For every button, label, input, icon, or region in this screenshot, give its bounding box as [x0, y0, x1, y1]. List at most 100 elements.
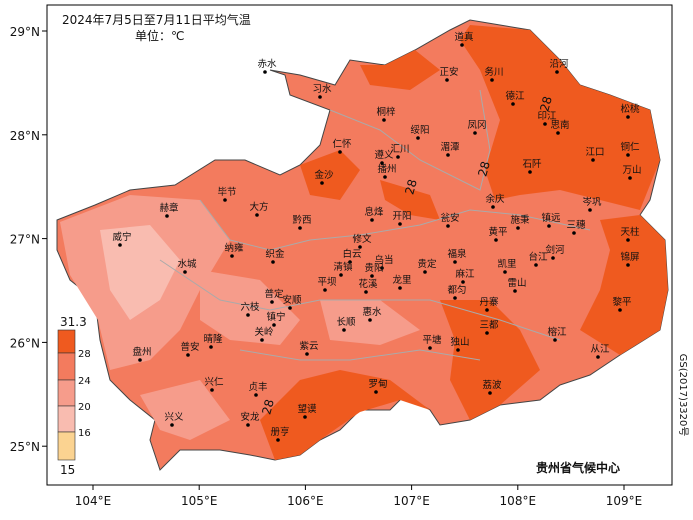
lat-tick-label: 25°N: [10, 440, 40, 454]
lat-tick-label: 29°N: [10, 25, 40, 39]
city-dot: [303, 415, 307, 419]
legend-swatch: [57, 405, 76, 433]
city-label: 长顺: [336, 316, 356, 328]
city-label: 印江: [537, 110, 557, 122]
city-label: 福泉: [447, 248, 467, 260]
city-dot: [374, 390, 378, 394]
map-number: GS(2017)3320号: [677, 354, 689, 437]
city-dot: [246, 313, 250, 317]
city-dot: [488, 391, 492, 395]
city-label: 万山: [622, 165, 641, 176]
city-label: 仁怀: [332, 138, 352, 150]
city-label: 威宁: [112, 231, 131, 243]
city-dot: [511, 102, 515, 106]
city-dot: [209, 345, 213, 349]
city-dot: [383, 175, 387, 179]
unit: 单位：℃: [135, 28, 184, 43]
city-label: 赫章: [159, 202, 179, 214]
city-dot: [596, 355, 600, 359]
city-label: 镇宁: [266, 311, 285, 323]
city-dot: [263, 70, 267, 74]
city-label: 湄潭: [440, 141, 460, 153]
city-label: 大方: [249, 201, 268, 213]
city-label: 黄平: [488, 226, 508, 238]
credit: 贵州省气候中心: [536, 460, 620, 475]
land: [56, 19, 669, 471]
city-dot: [358, 245, 362, 249]
city-label: 台江: [528, 251, 548, 263]
city-dot: [626, 115, 630, 119]
city-dot: [271, 260, 275, 264]
city-dot: [276, 438, 280, 442]
city-label: 息烽: [364, 206, 384, 218]
city-dot: [485, 308, 489, 312]
city-dot: [551, 256, 555, 260]
city-label: 赤水: [257, 58, 277, 70]
city-label: 天柱: [620, 226, 640, 238]
county-boundary: [239, 349, 481, 361]
city-dot: [260, 338, 264, 342]
city-label: 晴隆: [203, 333, 223, 345]
city-label: 黎平: [612, 296, 632, 308]
city-dot: [626, 238, 630, 242]
city-label: 白云: [342, 248, 361, 260]
city-dot: [461, 280, 465, 284]
city-label: 凯里: [497, 258, 516, 270]
map-title: 2024年7月5日至7月11日平均气温: [62, 12, 251, 27]
temperature-zone: [260, 370, 430, 460]
temperature-zone: [300, 150, 360, 200]
legend-break: 24: [78, 376, 91, 387]
city-label: 思南: [550, 119, 569, 131]
city-label: 汇川: [390, 144, 409, 155]
city-dot: [473, 131, 477, 135]
city-label: 石阡: [522, 159, 542, 170]
lon-tick-label: 108°E: [500, 494, 537, 508]
city-dot: [626, 153, 630, 157]
city-label: 金沙: [314, 169, 334, 181]
city-label: 锦屏: [620, 251, 639, 263]
city-dot: [186, 353, 190, 357]
city-dot: [339, 273, 343, 277]
city-dot: [423, 270, 427, 274]
legend-break: 20: [78, 402, 91, 413]
city-label: 江口: [585, 147, 604, 158]
city-label: 都匀: [447, 284, 466, 296]
city-dot: [628, 176, 632, 180]
city-label: 施秉: [510, 214, 530, 226]
city-label: 雷山: [507, 278, 526, 289]
legend-break: 28: [78, 349, 91, 360]
city-dot: [382, 118, 386, 122]
city-label: 沿河: [549, 58, 569, 70]
city-dot: [491, 205, 495, 209]
city-dot: [342, 328, 346, 332]
city-dot: [618, 308, 622, 312]
city-dot: [320, 181, 324, 185]
city-label: 平坝: [317, 277, 337, 288]
city-dot: [485, 331, 489, 335]
city-dot: [553, 338, 557, 342]
city-dot: [364, 290, 368, 294]
lon-tick-label: 107°E: [393, 494, 430, 508]
lat-tick-label: 26°N: [10, 336, 40, 350]
city-label: 黔西: [292, 214, 311, 226]
city-dot: [446, 153, 450, 157]
city-dot: [446, 224, 450, 228]
city-label: 罗甸: [368, 378, 387, 390]
city-label: 兴仁: [204, 376, 224, 388]
city-dot: [591, 158, 595, 162]
city-dot: [138, 358, 142, 362]
lat-tick-label: 28°N: [10, 129, 40, 143]
legend-break: 16: [78, 428, 91, 439]
city-label: 安龙: [240, 411, 260, 423]
contour-label: 28: [402, 178, 419, 196]
city-dot: [503, 270, 507, 274]
city-dot: [118, 243, 122, 247]
city-label: 铜仁: [620, 141, 640, 153]
lat-tick-label: 27°N: [10, 233, 40, 247]
city-dot: [246, 423, 250, 427]
contour-label: 28: [259, 398, 276, 416]
city-label: 清镇: [333, 261, 353, 273]
city-dot: [305, 352, 309, 356]
city-dot: [588, 208, 592, 212]
